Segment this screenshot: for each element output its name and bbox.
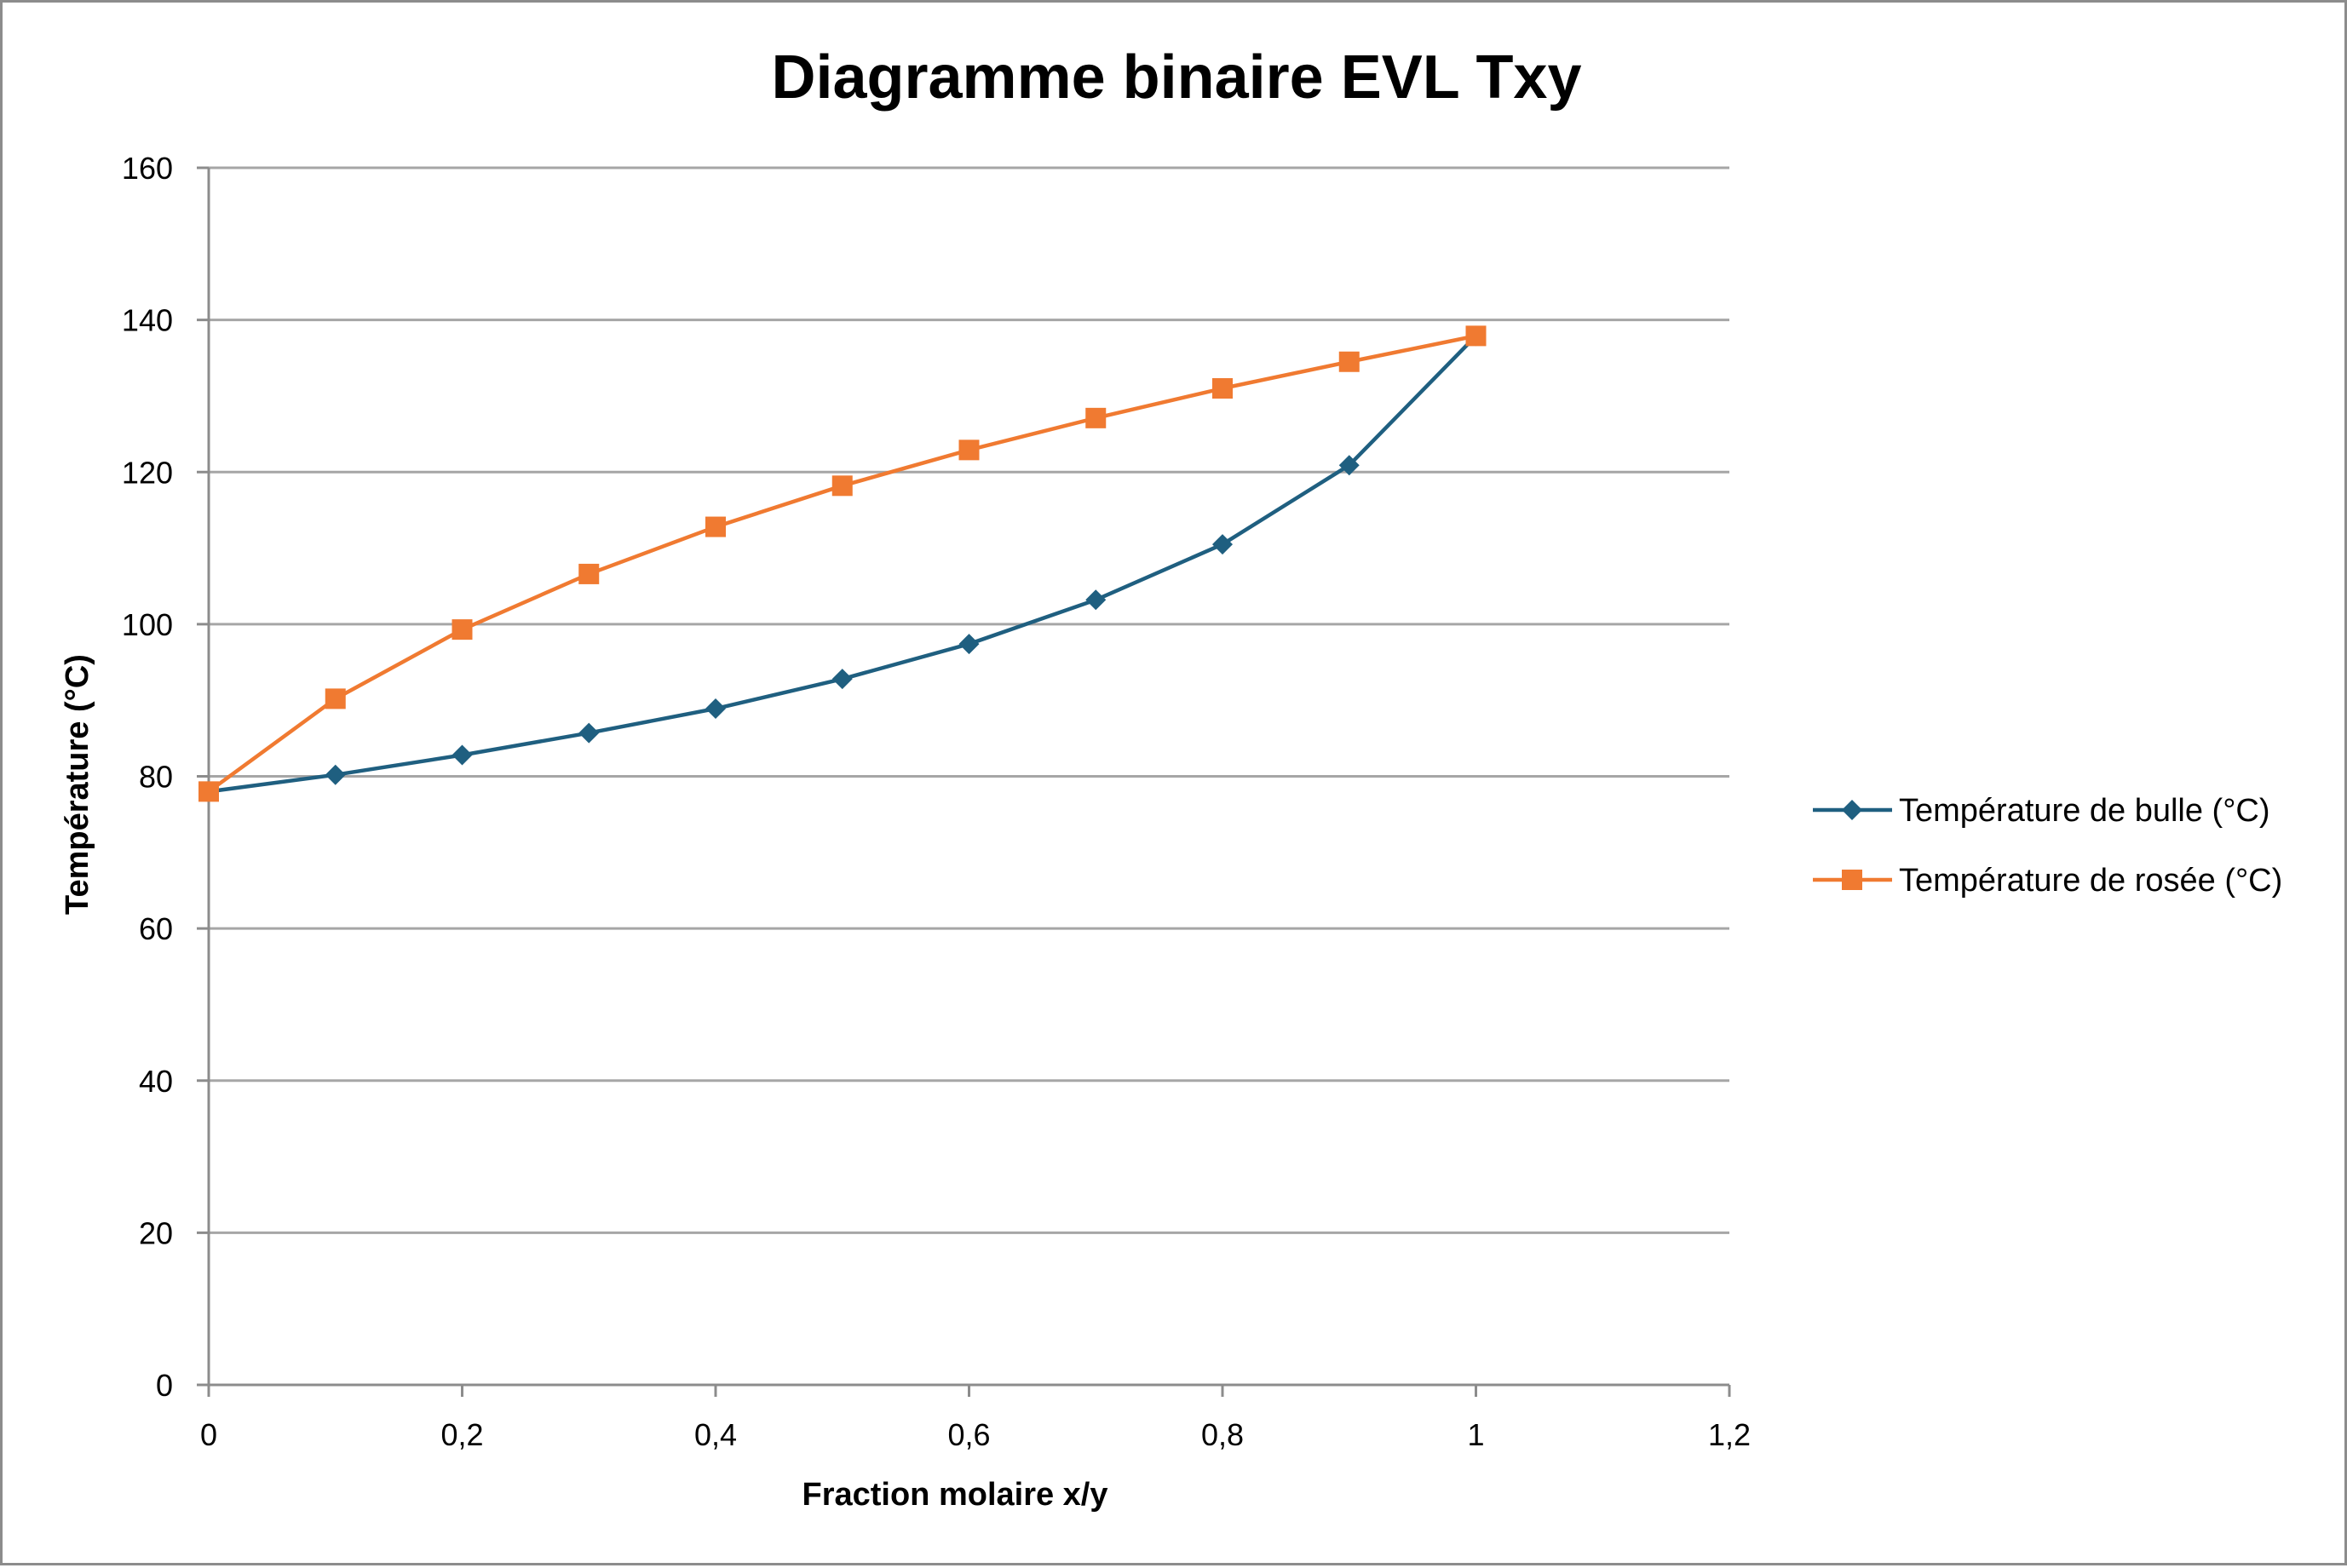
chart-title: Diagramme binaire EVL Txy: [771, 43, 1581, 112]
data-point-bulle: [1085, 589, 1107, 611]
data-point-rosee: [1085, 407, 1107, 428]
y-tick-label: 120: [122, 455, 173, 490]
data-point-rosee: [452, 619, 473, 640]
data-point-bulle: [958, 634, 980, 655]
data-point-rosee: [1212, 378, 1233, 399]
y-axis-title: Température (°C): [60, 654, 95, 915]
data-point-rosee: [705, 516, 726, 537]
x-axis-tick-labels: 0 0,2 0,4 0,6 0,8 1 1,2: [200, 1417, 1751, 1452]
data-point-bulle: [831, 669, 853, 690]
series-line-rosee: [207, 334, 1476, 794]
legend-item-bulle: Température de bulle (°C): [1813, 793, 2270, 829]
y-tick-label: 0: [156, 1368, 173, 1403]
legend: Température de bulle (°C) Température de…: [1813, 793, 2282, 899]
data-point-bulle: [1212, 534, 1233, 555]
x-tick-label: 1: [1467, 1417, 1484, 1452]
y-tick-label: 80: [139, 760, 173, 795]
y-axis-tick-labels: 0 20 40 60 80 100 120 140 160: [122, 151, 173, 1403]
data-point-bulle: [578, 722, 600, 744]
data-point-rosee: [1338, 351, 1360, 372]
legend-label-bulle: Température de bulle (°C): [1899, 793, 2270, 829]
x-tick-label: 0,8: [1201, 1417, 1244, 1452]
y-tick-label: 160: [122, 151, 173, 186]
series-line-bulle: [208, 334, 1478, 794]
legend-item-rosee: Température de rosée (°C): [1813, 863, 2282, 899]
data-point-rosee: [958, 439, 980, 461]
x-tick-label: 0: [200, 1417, 217, 1452]
data-point-rosee: [1465, 325, 1487, 347]
y-tick-label: 40: [139, 1064, 173, 1099]
legend-marker-rosee: [1842, 870, 1862, 890]
y-tick-label: 20: [139, 1215, 173, 1250]
data-point-rosee: [325, 688, 346, 709]
data-point-bulle: [1338, 455, 1360, 476]
data-point-rosee: [198, 781, 219, 802]
data-point-rosee: [578, 563, 600, 584]
x-tick-label: 0,6: [947, 1417, 990, 1452]
legend-marker-bulle: [1842, 800, 1862, 820]
y-tick-label: 100: [122, 607, 173, 642]
axes: [197, 166, 1731, 1397]
x-tick-label: 0,4: [694, 1417, 737, 1452]
grid-lines: [209, 166, 1729, 1234]
x-tick-label: 1,2: [1708, 1417, 1751, 1452]
data-point-rosee: [831, 475, 853, 497]
chart-svg: Diagramme binaire EVL Txy 0 20 40 60 80 100 12…: [60, 43, 2282, 1513]
y-tick-label: 60: [139, 911, 173, 946]
data-point-bulle: [452, 744, 473, 766]
data-point-bulle: [705, 698, 726, 720]
series-layer: [198, 325, 1487, 802]
y-tick-label: 140: [122, 303, 173, 338]
data-point-bulle: [325, 764, 346, 785]
legend-label-rosee: Température de rosée (°C): [1899, 863, 2282, 899]
x-tick-label: 0,2: [440, 1417, 483, 1452]
x-axis-title: Fraction molaire x/y: [802, 1477, 1107, 1513]
